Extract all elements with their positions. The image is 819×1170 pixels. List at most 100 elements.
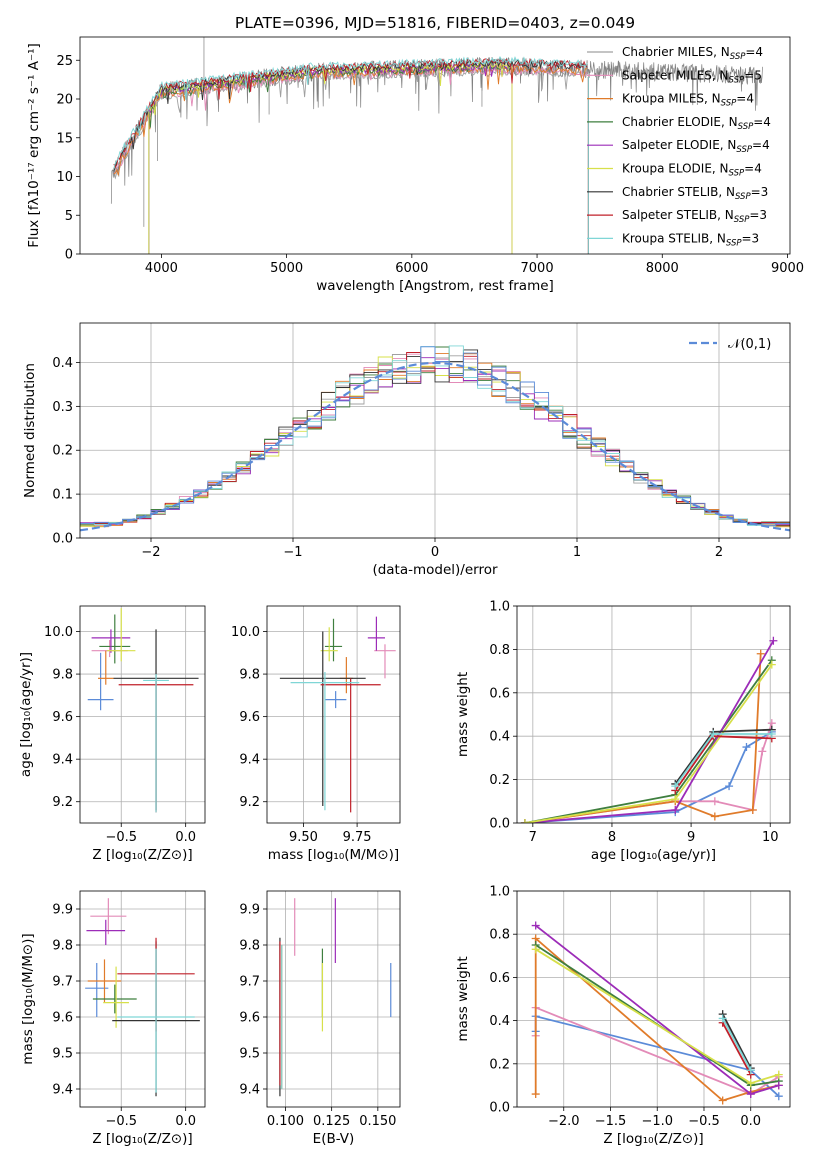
errorbar-point-5 [86,919,126,945]
series-marker [520,819,529,823]
series-marker [746,1079,755,1088]
legend-count: =4 [736,92,754,106]
y-tick-label: 0.1 [52,488,73,503]
legend-subscript: SSP [729,75,745,85]
errorbar-point-6 [103,966,129,1028]
series-marker [767,730,776,739]
series-marker [746,1066,755,1075]
y-axis-label: mass weight [455,672,471,757]
axes-frame [79,36,791,255]
x-tick-label: 7000 [521,261,554,276]
errorbar-point-4 [324,618,343,662]
errorbar-point-2 [91,640,128,658]
axes-6: −0.5 0.0 9.4 9.5 9.6 9.7 9.8 9.9 Z [log₁₀(Z/Z⊙)]… [20,890,206,1147]
x-tick-label: 0.0 [740,1114,761,1129]
errorbar-point-4 [92,984,137,1014]
legend-entry: Kroupa MILES, NSSP=4 [622,92,754,109]
y-tick-label: 0.2 [52,444,73,459]
errorbar-point-9 [143,674,169,813]
figure-title: PLATE=0396, MJD=51816, FIBERID=0403, z=0… [235,14,635,32]
axes-3: −0.5 0.0 9.2 9.4 9.6 9.8 10.0 Z [log₁₀(Z/Z⊙)] ag… [18,605,206,863]
x-axis-label: (data-model)/error [372,562,498,578]
x-tick-label: 9.50 [289,830,318,845]
y-tick-label: 0.8 [489,928,510,943]
y-tick-label: 9.8 [52,939,73,954]
legend-count: =5 [744,68,762,82]
series-marker [742,743,751,752]
series-marker [748,805,757,814]
y-tick-label: 15 [56,131,73,146]
x-tick-label: 10 [762,830,779,845]
y-tick-label: 9.4 [52,1083,73,1098]
x-tick-label: 8000 [646,261,679,276]
errorbar-point-3 [98,650,114,685]
series-marker [769,636,778,645]
errorbar-point-6 [320,627,338,662]
y-tick-label: 9.8 [52,668,73,683]
series-marker [718,1096,727,1105]
y-tick-label: 1.0 [489,885,510,900]
y-tick-label: 9.8 [239,939,260,954]
errorbar-point-4 [99,614,131,664]
series-marker [774,1070,783,1079]
errorbar-point-1 [324,691,347,709]
series-marker [718,1014,727,1023]
series-marker [531,945,540,954]
legend-entry: Kroupa STELIB, NSSP=3 [622,231,759,248]
y-tick-label: 0.0 [489,817,510,832]
x-axis-label: E(B-V) [313,1131,355,1147]
errorbar-plot-area [279,898,392,1097]
y-tick-label: 9.6 [239,1011,260,1026]
y-axis-label: age [log₁₀(age/yr)] [18,652,34,777]
histogram-step-10 [80,346,790,527]
axes-4: 9.50 9.75 9.2 9.4 9.6 9.8 10.0 mass [log₁₀(M/M⊙… [231,605,401,863]
y-axis-label: Flux [fλ10⁻¹⁷ erg cm⁻² s⁻¹ A⁻¹] [26,43,42,248]
y-tick-label: 10 [56,170,73,185]
y-tick-label: 9.6 [239,710,260,725]
y-tick-label: 5 [65,209,73,224]
x-tick-label: −1.0 [641,1114,673,1129]
y-tick-label: 0.2 [489,1057,510,1072]
errorbar-point-7 [279,631,366,806]
errorbar-plot-area [87,608,199,813]
legend-subscript: SSP [721,99,737,109]
series-marker [531,1090,540,1099]
legend-entry: 𝒩(0,1) [728,337,771,352]
x-tick-label: 9 [687,830,695,845]
y-tick-label: 0.4 [52,356,73,371]
axes-frame [266,605,401,824]
axes-1: 4000 5000 6000 7000 8000 9000 0 5 10 15 20 25 wavele… [26,36,804,294]
x-tick-label: 6000 [395,261,428,276]
errorbar-point-1 [87,652,114,711]
legend-name: Chabrier STELIB, N [622,185,735,199]
series-marker [746,1090,755,1099]
series-line-9 [721,1017,752,1071]
y-tick-label: 9.5 [52,1047,73,1062]
x-tick-label: −0.5 [105,830,137,845]
x-tick-label: 8 [608,830,616,845]
series-line-8 [721,1022,752,1076]
legend-entry: Chabrier STELIB, NSSP=3 [622,185,768,202]
errorbar-point-2 [90,898,127,935]
x-tick-label: 5000 [270,261,303,276]
legend-count: =4 [745,45,763,59]
x-axis-label: Z [log₁₀(Z/Z⊙)] [92,1131,192,1147]
legend-count: =4 [753,115,771,129]
legend-name: Kroupa STELIB, N [622,231,726,245]
legend-count: =4 [752,138,770,152]
y-axis-label: mass weight [455,956,471,1041]
x-axis-label: Z [log₁₀(Z/Z⊙)] [92,847,192,863]
series-marker [710,812,719,821]
x-tick-label: −2 [141,545,160,560]
legend-name: Salpeter MILES, N [622,68,729,82]
x-tick-label: 0.0 [175,830,196,845]
y-tick-label: 9.9 [239,903,260,918]
series-line-3 [524,653,762,823]
x-axis-label: age [log₁₀(age/yr)] [591,847,716,863]
legend-name: Chabrier ELODIE, N [622,115,738,129]
legend-subscript: SSP [736,145,752,155]
series-marker [767,660,776,669]
y-tick-label: 9.4 [239,1083,260,1098]
y-tick-label: 0.0 [52,532,73,547]
legend-name: Salpeter STELIB, N [622,208,734,222]
